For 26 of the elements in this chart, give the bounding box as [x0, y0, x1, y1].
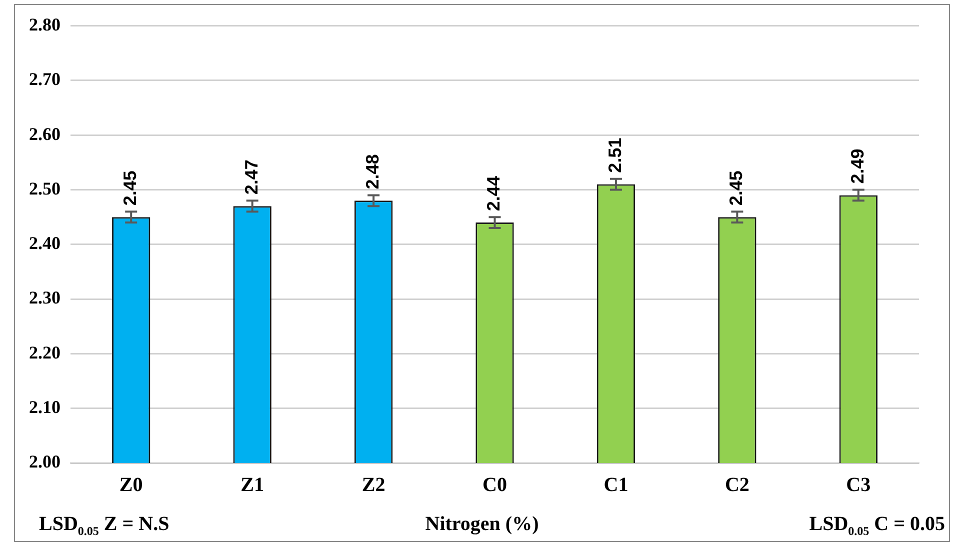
x-tick-label: Z1 — [240, 474, 264, 496]
data-label: 2.44 — [484, 176, 504, 212]
y-tick-label: 2.50 — [29, 178, 60, 198]
x-tick-label: C0 — [482, 474, 507, 496]
y-tick-label: 2.80 — [29, 14, 60, 34]
y-tick-label: 2.10 — [29, 397, 60, 418]
x-tick-label: Z2 — [362, 474, 386, 496]
x-tick-label: Z0 — [119, 474, 143, 496]
y-tick-label: 2.30 — [29, 288, 60, 308]
y-tick-label: 2.70 — [29, 69, 60, 90]
y-tick-label: 2.40 — [29, 233, 60, 254]
x-tick-label: C2 — [724, 474, 750, 496]
text: LSD$_{0.05}$ C = 0.05 — [809, 513, 945, 539]
x-axis-title: Nitrogen (%) — [425, 513, 539, 536]
y-tick-label: 2.60 — [29, 124, 60, 144]
data-label: 2.49 — [847, 148, 868, 184]
y-tick-label: 2.00 — [29, 452, 60, 472]
data-label: 2.45 — [726, 170, 746, 206]
data-label: 2.45 — [120, 170, 140, 206]
data-label: 2.51 — [604, 138, 625, 173]
text: LSD$_{0.05}$ Z = N.S — [39, 513, 170, 539]
x-tick-label: C1 — [604, 474, 628, 496]
data-label: 2.47 — [241, 160, 262, 195]
y-tick-label: 2.20 — [29, 342, 60, 362]
data-label: 2.48 — [362, 154, 383, 190]
x-tick-label: C3 — [846, 474, 871, 496]
